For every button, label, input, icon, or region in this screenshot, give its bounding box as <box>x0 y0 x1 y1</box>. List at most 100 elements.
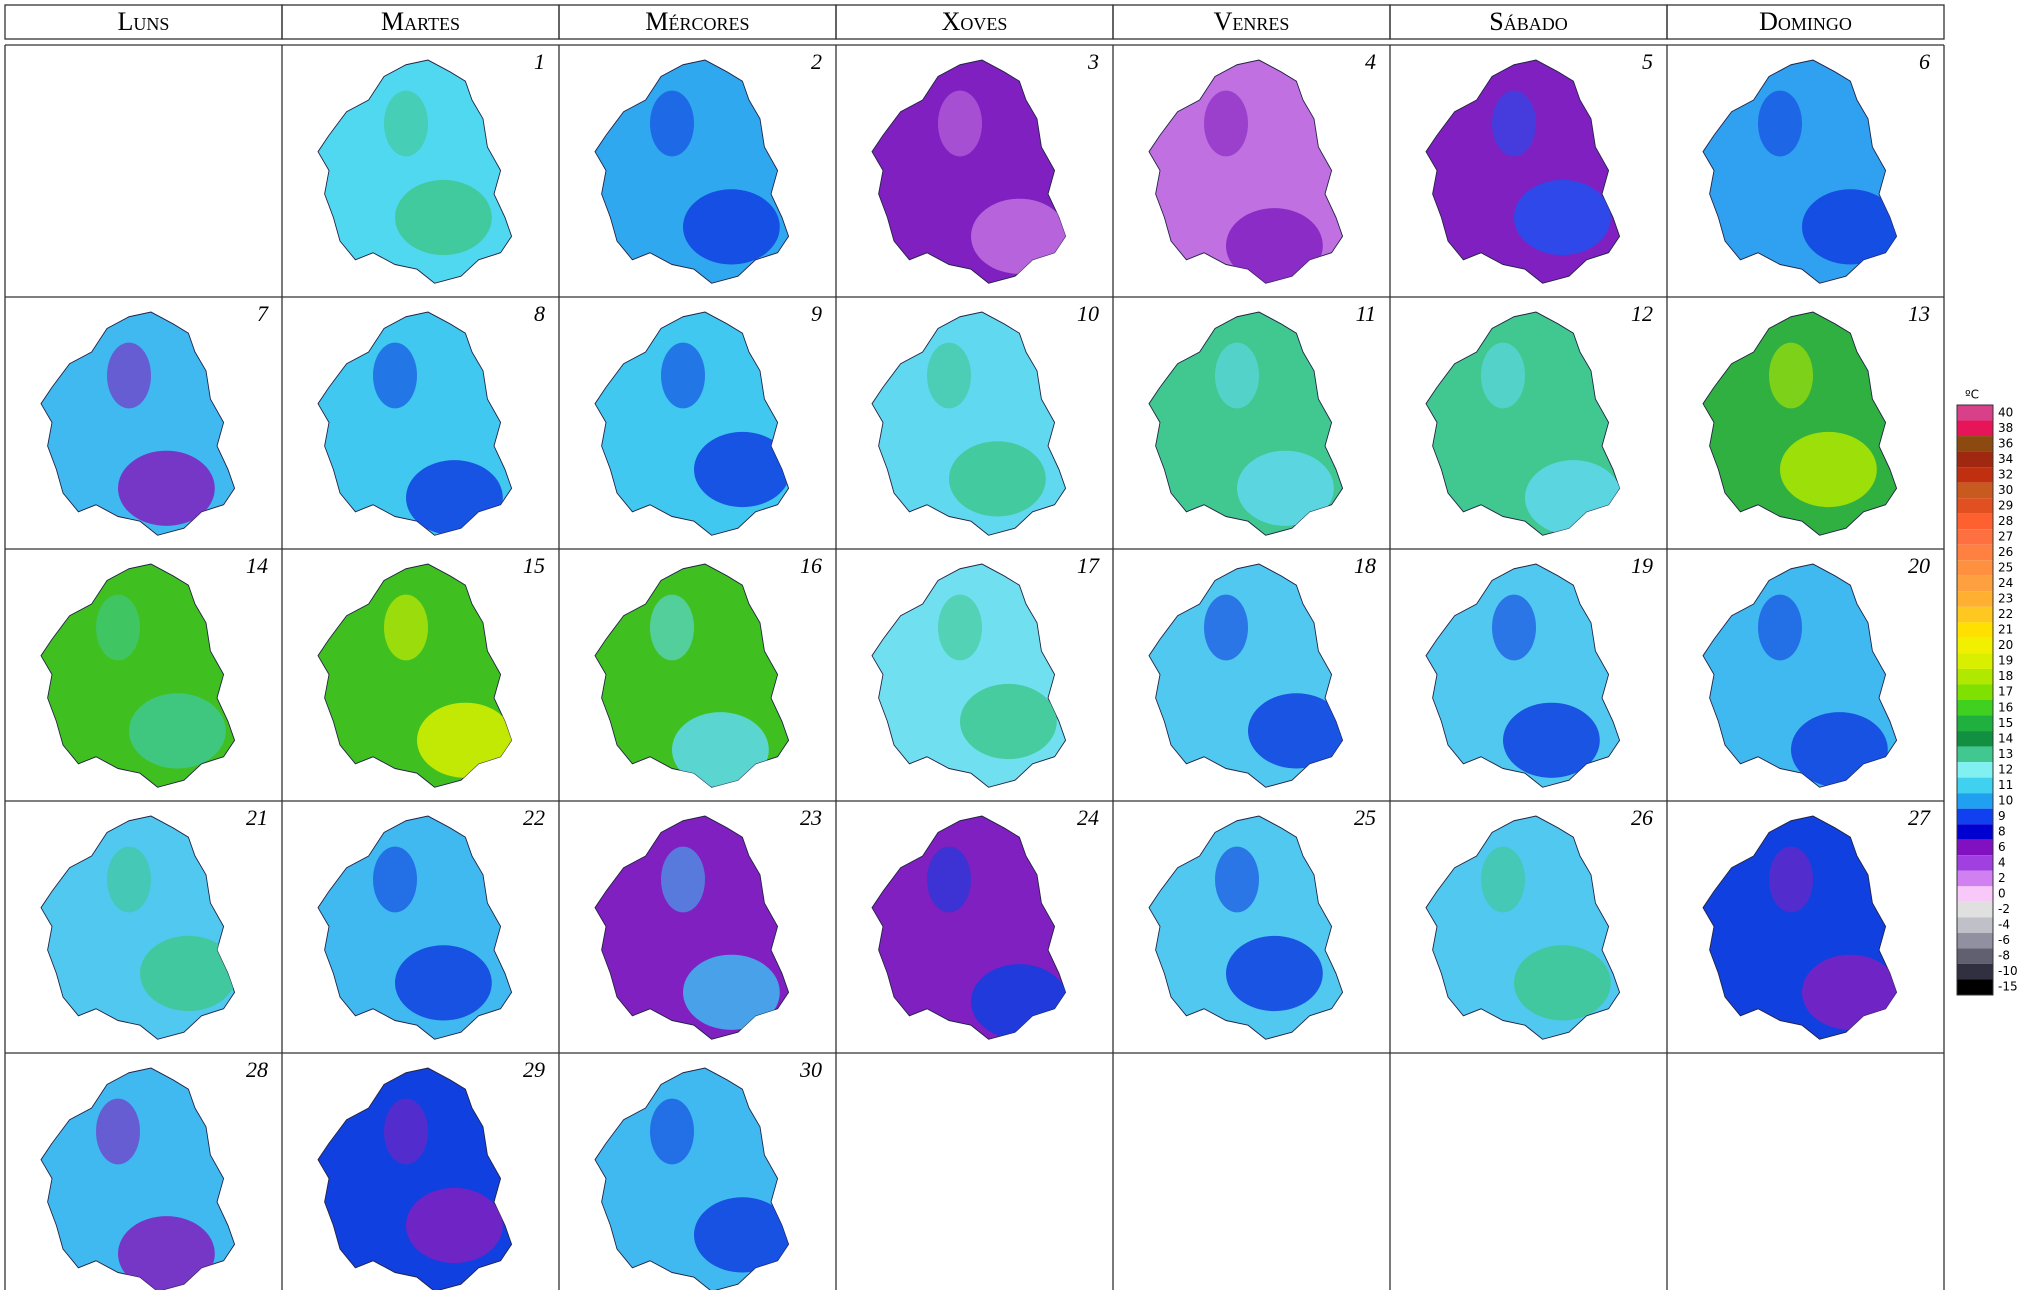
day-number: 1 <box>534 49 545 74</box>
region-accent <box>1802 954 1897 1030</box>
legend-label: 8 <box>1998 824 2006 838</box>
legend-label: 22 <box>1998 607 2013 621</box>
region-accent <box>1525 460 1620 536</box>
day-number: 29 <box>523 1057 545 1082</box>
legend-swatch <box>1957 932 1993 949</box>
legend-swatch <box>1957 715 1993 732</box>
region-accent <box>661 342 705 409</box>
overlay <box>661 846 780 1030</box>
legend-label: 32 <box>1998 467 2013 481</box>
region-accent <box>1492 594 1536 661</box>
legend-label: 10 <box>1998 793 2013 807</box>
overlay <box>107 846 235 1012</box>
day-number: 11 <box>1356 301 1376 326</box>
legend-swatch <box>1957 886 1993 902</box>
legend-swatch <box>1957 529 1993 545</box>
region-accent <box>395 179 492 256</box>
legend-label: 12 <box>1998 762 2013 776</box>
legend-label: -2 <box>1998 902 2010 916</box>
region-accent <box>140 935 235 1012</box>
region-accent <box>1769 342 1813 409</box>
region-accent <box>1481 846 1525 913</box>
legend-swatch <box>1957 668 1993 685</box>
overlay <box>1492 90 1611 256</box>
day-number: 10 <box>1077 301 1099 326</box>
region-accent <box>672 712 769 788</box>
region-accent <box>1226 208 1323 284</box>
day-number: 19 <box>1631 553 1653 578</box>
legend-label: -4 <box>1998 918 2010 932</box>
day-map <box>594 563 790 788</box>
region-accent <box>1514 179 1611 256</box>
day-map <box>317 815 513 1040</box>
region-accent <box>1215 846 1259 913</box>
region-accent <box>650 1098 694 1165</box>
legend-swatch <box>1957 700 1993 716</box>
overlay <box>384 90 492 256</box>
day-map <box>1148 815 1344 1040</box>
legend-swatch <box>1957 963 1993 980</box>
legend-swatch <box>1957 498 1993 514</box>
legend-label: -15 <box>1998 980 2018 994</box>
legend-label: 36 <box>1998 436 2013 450</box>
legend-label: 20 <box>1998 638 2013 652</box>
region-accent <box>1481 342 1525 409</box>
legend-swatch <box>1957 575 1993 592</box>
legend-swatch <box>1957 544 1993 561</box>
overlay <box>96 1098 215 1290</box>
region-accent <box>1204 90 1248 157</box>
region-accent <box>1769 846 1813 913</box>
overlay <box>1215 846 1323 1012</box>
region-accent <box>650 90 694 157</box>
legend-label: 16 <box>1998 700 2013 714</box>
legend-swatch <box>1957 824 1993 840</box>
day-map <box>1425 563 1621 788</box>
day-number: 24 <box>1077 805 1099 830</box>
legend-swatch <box>1957 684 1993 700</box>
legend-swatch <box>1957 762 1993 778</box>
day-map <box>1702 311 1898 536</box>
day-number: 8 <box>534 301 545 326</box>
weekday-label: Xoves <box>942 7 1008 36</box>
day-number: 21 <box>246 805 268 830</box>
day-number: 3 <box>1087 49 1099 74</box>
day-map <box>594 59 790 284</box>
region-accent <box>683 954 780 1030</box>
region-accent <box>938 594 982 661</box>
legend-swatch <box>1957 731 1993 747</box>
day-map <box>40 815 236 1040</box>
weekday-label: Mércores <box>645 7 749 36</box>
legend-label: 17 <box>1998 685 2013 699</box>
region-accent <box>118 450 215 526</box>
weekday-label: Domingo <box>1759 7 1852 36</box>
region-accent <box>661 846 705 913</box>
region-accent <box>1226 935 1323 1012</box>
overlay <box>938 90 1066 274</box>
legend-swatch <box>1957 513 1993 530</box>
legend-swatch <box>1957 467 1993 483</box>
legend-swatch <box>1957 793 1993 809</box>
region-accent <box>1780 431 1877 508</box>
day-number: 23 <box>800 805 822 830</box>
overlay <box>1758 90 1897 265</box>
legend-label: 24 <box>1998 576 2013 590</box>
legend-swatch <box>1957 901 1993 918</box>
day-map <box>871 59 1067 284</box>
legend-swatch <box>1957 855 1993 871</box>
region-accent <box>1204 594 1248 661</box>
legend-label: -6 <box>1998 933 2010 947</box>
legend-swatch <box>1957 746 1993 763</box>
day-map <box>317 1067 513 1290</box>
legend-label: 21 <box>1998 623 2013 637</box>
day-map <box>594 311 790 536</box>
day-number: 22 <box>523 805 545 830</box>
legend-label: 15 <box>1998 716 2013 730</box>
region-accent <box>395 945 492 1021</box>
legend-swatch <box>1957 591 1993 607</box>
legend-label: 14 <box>1998 731 2013 745</box>
day-number: 16 <box>800 553 822 578</box>
legend-label: 2 <box>1998 871 2006 885</box>
legend-label: 9 <box>1998 809 2006 823</box>
overlay <box>1769 342 1877 508</box>
